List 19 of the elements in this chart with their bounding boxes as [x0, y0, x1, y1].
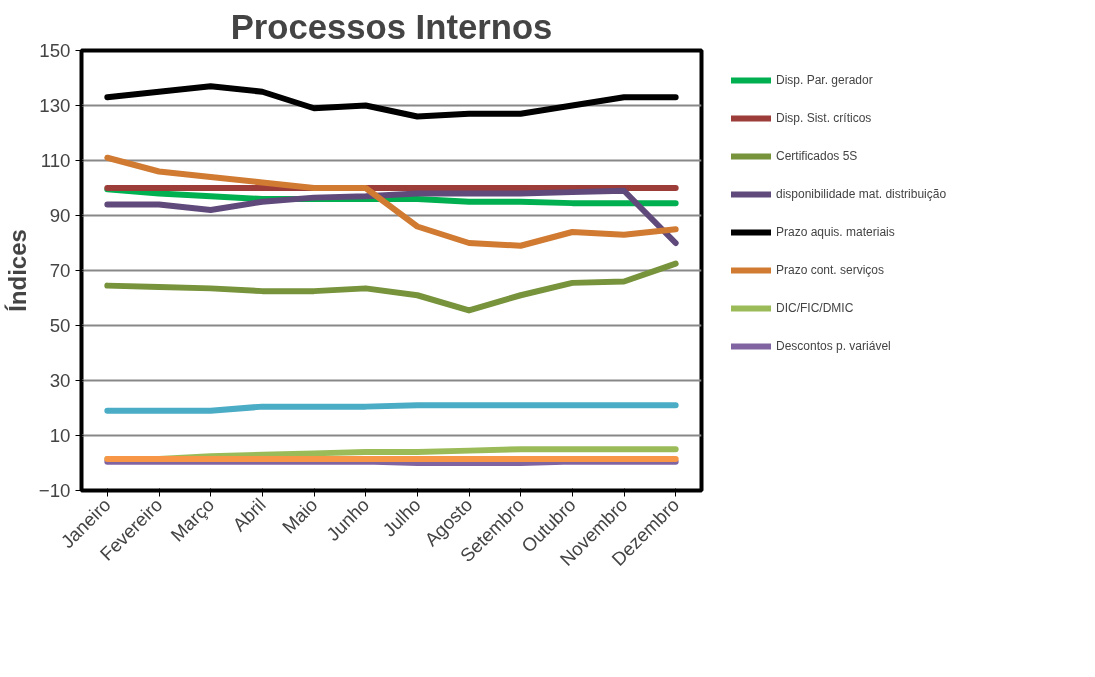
y-tick-label: 30: [49, 370, 71, 391]
legend-label: Prazo cont. serviços: [776, 263, 885, 277]
y-tick-label: −10: [38, 480, 71, 501]
legend-label: Certificados 5S: [776, 149, 858, 163]
y-tick-label: 150: [39, 40, 71, 61]
chart-title: Processos Internos: [230, 7, 553, 46]
legend-label: Descontos p. variável: [776, 339, 891, 353]
y-axis-title: Índices: [3, 229, 31, 312]
y-tick-label: 110: [40, 150, 71, 171]
y-tick-label: 70: [49, 260, 71, 281]
legend-label: Disp. Sist. críticos: [776, 111, 872, 125]
legend-label: disponibilidade mat. distribuição: [776, 187, 947, 201]
y-tick-label: 90: [49, 205, 71, 226]
legend-label: Prazo aquis. materiais: [776, 225, 895, 239]
y-tick-label: 10: [49, 425, 71, 446]
legend-label: Disp. Par. gerador: [776, 73, 873, 87]
legend-label: DIC/FIC/DMIC: [776, 301, 854, 315]
y-tick-label: 130: [39, 95, 71, 116]
y-tick-label: 50: [49, 315, 71, 336]
